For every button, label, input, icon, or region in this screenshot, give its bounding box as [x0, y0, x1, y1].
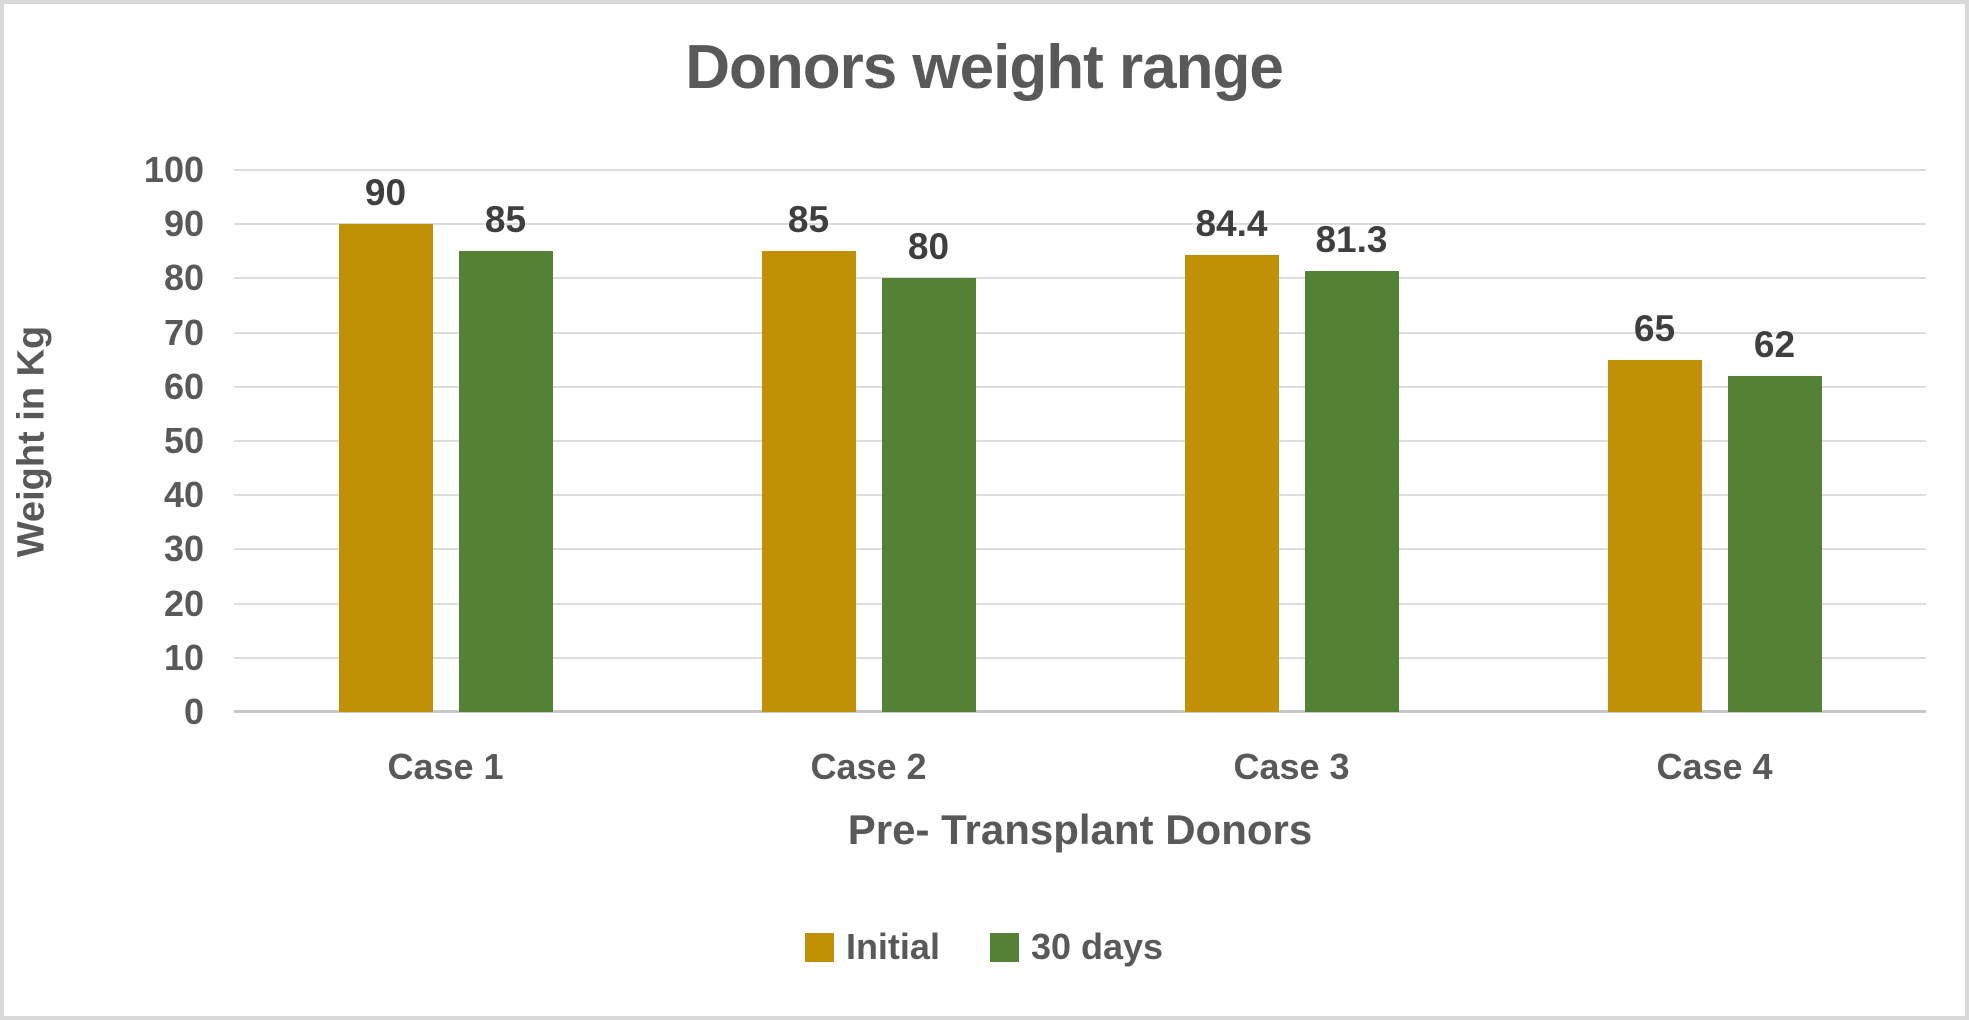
bar-value-label-30-days-case-4: 62 [1753, 323, 1796, 365]
legend-label-30-days: 30 days [1030, 926, 1164, 967]
bar-30-days-case-1 [458, 251, 553, 712]
gridline-y80 [234, 277, 1926, 280]
legend-item-30-days: 30 days [989, 926, 1164, 968]
legend-item-initial: Initial [804, 926, 940, 968]
x-axis-line [234, 710, 1926, 713]
bar-value-label-30-days-case-1: 85 [484, 199, 527, 241]
bar-value-label-30-days-case-2: 80 [907, 226, 950, 268]
bar-group-case-3: 84.4 81.3 [1080, 170, 1503, 712]
gridline-y90 [234, 223, 1926, 226]
gridline-y50 [234, 440, 1926, 442]
gridline-y20 [234, 602, 1926, 605]
bar-group-case-4: 65 62 [1503, 170, 1926, 712]
y-tick-0: 0 [183, 691, 204, 732]
gridline-y60 [234, 385, 1926, 388]
y-tick-60: 60 [163, 365, 204, 407]
bar-30-days-case-2 [881, 278, 976, 712]
x-tick-case-4: Case 4 [1656, 746, 1773, 787]
y-tick-100: 100 [143, 149, 204, 190]
bar-initial-case-1 [338, 224, 433, 712]
bar-group-case-2: 85 80 [657, 170, 1080, 712]
y-tick-20: 20 [163, 582, 204, 624]
y-axis-title: Weight in Kg [10, 325, 53, 558]
y-tick-80: 80 [163, 257, 204, 299]
y-tick-10: 10 [163, 636, 204, 678]
x-axis-title: Pre- Transplant Donors [847, 806, 1313, 853]
bar-value-label-30-days-case-3: 81.3 [1315, 219, 1388, 261]
gridline-y30 [234, 548, 1926, 551]
bar-initial-case-2 [761, 251, 856, 712]
legend-swatch-30-days [989, 932, 1019, 962]
bar-group-case-1: 90 85 [234, 170, 657, 712]
legend: Initial 30 days [4, 926, 1964, 968]
gridline-y10 [234, 656, 1926, 659]
bar-value-label-initial-case-3: 84.4 [1195, 202, 1268, 244]
gridline-y70 [234, 331, 1926, 334]
gridline-y100 [234, 169, 1926, 171]
bar-value-label-initial-case-1: 90 [364, 172, 407, 214]
bar-initial-case-3 [1184, 254, 1279, 712]
y-tick-90: 90 [163, 203, 204, 245]
y-tick-40: 40 [163, 474, 204, 516]
x-tick-case-1: Case 1 [387, 746, 504, 787]
x-tick-case-3: Case 3 [1233, 746, 1350, 787]
x-tick-case-2: Case 2 [810, 746, 927, 787]
bar-value-label-initial-case-4: 65 [1633, 307, 1676, 349]
bar-value-label-initial-case-2: 85 [787, 199, 830, 241]
plot-area: 90 85 85 80 84.4 81.3 65 62 [234, 169, 1926, 713]
bar-initial-case-4 [1607, 359, 1702, 712]
y-tick-30: 30 [163, 528, 204, 570]
bar-30-days-case-4 [1727, 375, 1822, 712]
legend-swatch-initial [804, 932, 834, 962]
legend-label-initial: Initial [845, 926, 940, 967]
gridline-y40 [234, 494, 1926, 497]
y-tick-50: 50 [163, 420, 204, 461]
chart-title: Donors weight range [685, 33, 1284, 102]
bar-30-days-case-3 [1304, 271, 1399, 712]
y-tick-70: 70 [163, 311, 204, 353]
